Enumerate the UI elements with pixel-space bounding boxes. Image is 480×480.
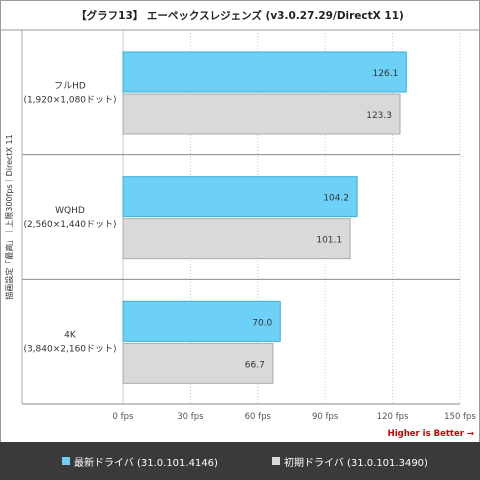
bar-latest <box>122 300 281 342</box>
higher-is-better-note: Higher is Better → <box>388 429 474 439</box>
bar-initial <box>122 218 351 260</box>
y-axis-label: 描画設定「最高」｜上限300fps｜DirectX 11 <box>4 134 14 300</box>
category-label: WQHD <box>55 206 85 216</box>
category-sublabel: (1,920×1,080ドット) <box>23 95 116 105</box>
legend: 最新ドライバ (31.0.101.4146) 初期ドライバ (31.0.101.… <box>0 442 480 480</box>
x-tick-label: 150 fps <box>444 412 476 422</box>
data-label: 104.2 <box>323 194 349 204</box>
bar-initial <box>122 342 274 384</box>
data-label: 126.1 <box>373 69 399 79</box>
data-label: 70.0 <box>252 318 272 328</box>
bar-latest <box>122 176 358 218</box>
legend-label-latest: 最新ドライバ (31.0.101.4146) <box>74 457 218 469</box>
data-label: 101.1 <box>316 236 342 246</box>
data-label: 66.7 <box>245 360 265 370</box>
x-tick-label: 0 fps <box>113 412 134 422</box>
category-sublabel: (3,840×2,160ドット) <box>23 345 116 355</box>
x-tick-label: 30 fps <box>177 412 204 422</box>
legend-label-initial: 初期ドライバ (31.0.101.3490) <box>284 457 428 469</box>
x-tick-label: 60 fps <box>245 412 272 422</box>
chart-title: 【グラフ13】 エーペックスレジェンズ (v3.0.27.29/DirectX … <box>76 9 404 22</box>
x-tick-label: 90 fps <box>312 412 339 422</box>
legend-swatch-initial <box>272 457 280 465</box>
category-label: フルHD <box>54 81 86 91</box>
data-label: 123.3 <box>366 111 392 121</box>
category-label: 4K <box>64 331 77 341</box>
legend-item-latest: 最新ドライバ (31.0.101.4146) <box>62 454 218 469</box>
legend-swatch-latest <box>62 457 70 465</box>
legend-item-initial: 初期ドライバ (31.0.101.3490) <box>272 454 428 469</box>
category-sublabel: (2,560×1,440ドット) <box>23 220 116 230</box>
x-tick-label: 120 fps <box>377 412 409 422</box>
bar-latest <box>122 51 407 93</box>
chart-canvas: 【グラフ13】 エーペックスレジェンズ (v3.0.27.29/DirectX … <box>0 9 480 439</box>
bar-initial <box>122 93 401 135</box>
